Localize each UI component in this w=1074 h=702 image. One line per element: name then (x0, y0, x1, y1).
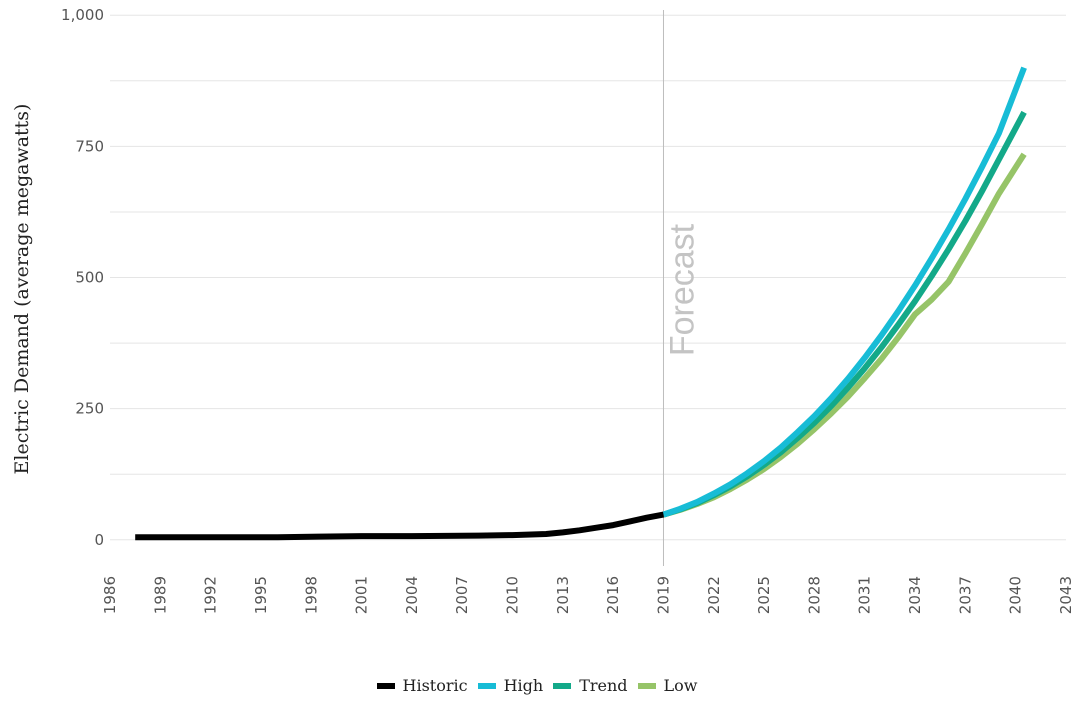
x-tick-label: 2040 (1007, 576, 1025, 614)
x-tick-label: 1989 (151, 576, 169, 614)
legend-key (477, 682, 496, 689)
x-tick-label: 1995 (252, 576, 270, 614)
x-tick-label: 2013 (554, 576, 572, 614)
y-tick-label: 0 (94, 531, 104, 549)
y-tick-label: 500 (75, 269, 104, 287)
x-tick-label: 2001 (353, 576, 371, 614)
x-tick-label: 2010 (504, 576, 522, 614)
x-tick-label: 2004 (403, 576, 421, 614)
y-tick-label: 1,000 (61, 6, 104, 24)
y-axis-label: Electric Demand (average megawatts) (11, 104, 33, 475)
x-tick-label: 2007 (453, 576, 471, 614)
legend-label: Trend (579, 676, 628, 695)
series-lines (135, 66, 1027, 541)
legend-item-low: Low (637, 676, 698, 695)
legend-item-historic: Historic (376, 676, 468, 695)
legend: Historic High Trend Low (0, 676, 1074, 695)
legend-item-trend: Trend (553, 676, 628, 695)
x-tick-label: 1992 (202, 576, 220, 614)
series-line-trend (662, 110, 1027, 518)
legend-key (376, 682, 395, 689)
y-axis-tick-labels: 0 250 500 750 1,000 (61, 6, 104, 549)
series-line-high (662, 66, 1027, 518)
x-tick-label: 2028 (805, 576, 823, 614)
x-tick-label: 2019 (654, 576, 672, 614)
x-tick-label: 2034 (906, 576, 924, 614)
x-tick-label: 2022 (705, 576, 723, 614)
x-tick-label: 2025 (755, 576, 773, 614)
x-axis-tick-labels: 1986 1989 1992 1995 1998 2001 2004 2007 2010 2013… (101, 576, 1074, 614)
x-tick-label: 1998 (302, 576, 320, 614)
grid (110, 14, 1066, 541)
y-tick-label: 750 (75, 137, 104, 155)
x-tick-label: 1986 (101, 576, 119, 614)
legend-label: High (503, 676, 544, 695)
legend-item-high: High (477, 676, 544, 695)
series-line-historic (135, 511, 665, 541)
legend-label: Low (663, 676, 698, 695)
legend-key (553, 682, 572, 689)
forecast-label: Forecast (663, 223, 701, 356)
y-tick-label: 250 (75, 400, 104, 418)
forecast-annotation: Forecast (662, 10, 701, 566)
x-tick-label: 2031 (856, 576, 874, 614)
legend-key (637, 682, 656, 689)
x-tick-label: 2043 (1057, 576, 1074, 614)
legend-label: Historic (402, 676, 468, 695)
x-tick-label: 2016 (604, 576, 622, 614)
x-tick-label: 2037 (956, 576, 974, 614)
